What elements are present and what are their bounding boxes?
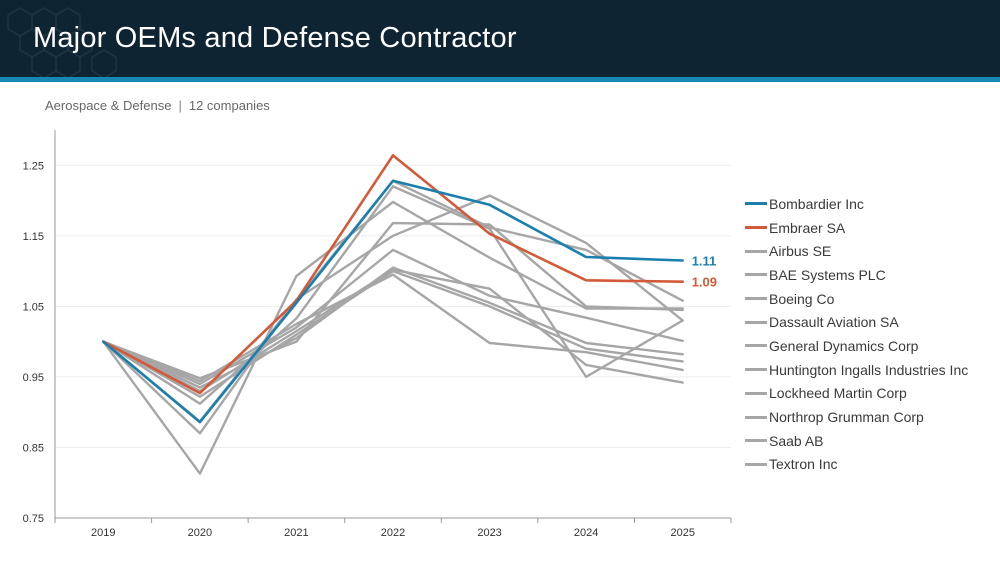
legend-label: Airbus SE xyxy=(769,243,832,260)
legend-label: Textron Inc xyxy=(769,456,838,473)
series-line-general-dynamics-corp xyxy=(102,248,684,386)
legend-swatch xyxy=(745,226,767,230)
header-bar: Major OEMs and Defense Contractor xyxy=(0,0,1000,77)
y-tick-label: 0.75 xyxy=(23,513,44,525)
legend-swatch xyxy=(745,344,767,348)
x-tick-label: 2019 xyxy=(91,527,115,539)
series-line-textron-inc xyxy=(102,268,684,393)
legend-swatch xyxy=(745,249,767,253)
legend-item: Textron Inc xyxy=(745,453,995,477)
page-title: Major OEMs and Defense Contractor xyxy=(33,22,517,54)
hexagon-pattern-icon xyxy=(7,7,117,77)
series-line-lockheed-martin-corp xyxy=(102,185,684,405)
x-tick-label: 2022 xyxy=(381,527,405,539)
series-line-dassault-aviation-sa xyxy=(102,194,684,435)
series-line-saab-ab xyxy=(102,273,684,383)
legend-label: Bombardier Inc xyxy=(769,195,864,212)
sector-label: Aerospace & Defense xyxy=(45,98,172,113)
legend-swatch xyxy=(745,462,767,466)
legend-swatch xyxy=(745,391,767,395)
company-count: 12 companies xyxy=(188,98,270,113)
legend-item: Bombardier Inc xyxy=(745,192,995,216)
legend-swatch xyxy=(745,415,767,419)
legend-item: Lockheed Martin Corp xyxy=(745,382,995,406)
legend-item: General Dynamics Corp xyxy=(745,334,995,358)
legend-item: Saab AB xyxy=(745,429,995,453)
series-line-boeing-co xyxy=(102,200,684,475)
y-tick-label: 1.05 xyxy=(23,301,44,313)
y-tick-label: 1.25 xyxy=(23,160,44,172)
legend-label: Northrop Grumman Corp xyxy=(769,409,924,426)
legend-swatch xyxy=(745,320,767,324)
data-label-embraer-sa: 1.09 xyxy=(692,275,717,290)
series-line-bombardier-inc xyxy=(102,179,685,424)
legend-swatch xyxy=(745,297,767,301)
x-tick-label: 2023 xyxy=(477,527,501,539)
series-line-huntington-ingalls-industries-inc xyxy=(102,266,684,389)
legend-item: Boeing Co xyxy=(745,287,995,311)
series-line-embraer-sa xyxy=(102,154,685,395)
legend-swatch xyxy=(745,202,767,206)
legend-item: Huntington Ingalls Industries Inc xyxy=(745,358,995,382)
x-tick-label: 2024 xyxy=(574,527,598,539)
legend-label: Huntington Ingalls Industries Inc xyxy=(769,361,969,378)
legend-label: Dassault Aviation SA xyxy=(769,314,899,331)
series-line-bae-systems-plc xyxy=(102,221,684,380)
legend-label: Lockheed Martin Corp xyxy=(769,385,907,402)
legend-item: BAE Systems PLC xyxy=(745,263,995,287)
x-tick-label: 2021 xyxy=(284,527,308,539)
legend-label: Embraer SA xyxy=(769,219,846,236)
legend-item: Northrop Grumman Corp xyxy=(745,405,995,429)
y-tick-label: 1.15 xyxy=(23,231,44,243)
legend-swatch xyxy=(745,439,767,443)
legend-label: General Dynamics Corp xyxy=(769,337,919,354)
legend-label: Boeing Co xyxy=(769,290,835,307)
legend-item: Dassault Aviation SA xyxy=(745,310,995,334)
legend-label: BAE Systems PLC xyxy=(769,266,886,283)
x-tick-label: 2025 xyxy=(670,527,694,539)
legend-item: Airbus SE xyxy=(745,239,995,263)
legend-label: Saab AB xyxy=(769,432,824,449)
x-tick-label: 2020 xyxy=(188,527,212,539)
legend-swatch xyxy=(745,368,767,372)
data-label-bombardier-inc: 1.11 xyxy=(692,254,717,269)
y-tick-label: 0.95 xyxy=(23,372,44,384)
legend-item: Embraer SA xyxy=(745,216,995,240)
chart-subtitle: Aerospace & Defense | 12 companies xyxy=(45,98,270,113)
y-tick-label: 0.85 xyxy=(23,442,44,454)
subtitle-separator: | xyxy=(178,98,182,113)
legend-swatch xyxy=(745,273,767,277)
chart-legend: Bombardier Inc Embraer SA Airbus SE BAE Sys… xyxy=(745,192,995,476)
accent-stripe xyxy=(0,77,1000,82)
